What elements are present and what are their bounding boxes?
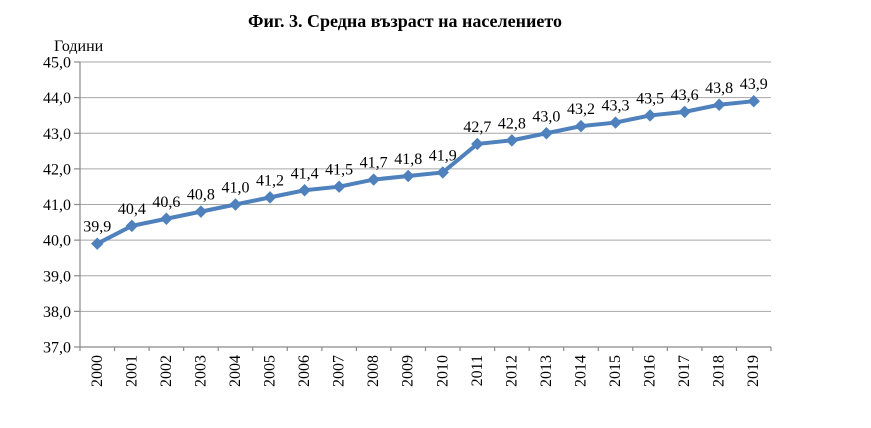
x-tick-label: 2005 [262,355,279,387]
data-point-marker [160,212,173,225]
y-tick-label: 37,0 [43,340,71,357]
x-tick-label: 2003 [192,355,209,387]
data-point-marker [678,105,691,119]
data-point-label: 40,8 [187,187,215,204]
x-tick-label: 2011 [469,355,486,386]
data-point-marker [747,94,760,108]
data-point-label: 42,8 [498,115,526,132]
data-point-marker [194,205,208,218]
data-point-marker [436,166,449,179]
x-tick-label: 2009 [400,355,417,387]
data-point-label: 43,5 [636,90,664,107]
chart-title: Фиг. 3. Средна възраст на населението [248,11,562,31]
x-tick-label: 2019 [745,355,762,387]
x-tick-label: 2014 [572,355,589,387]
data-point-marker [471,137,484,151]
series-line [95,99,756,246]
y-axis-title: Години [54,38,104,55]
data-point-label: 40,6 [152,194,180,211]
data-point-marker [367,173,380,186]
data-point-label: 41,0 [221,180,249,197]
plot-area: 37,0 38,0 39,0 40,0 41,0 42,0 43,0 44,0 45,0 2000… [43,55,772,387]
x-tick-label: 2018 [711,355,728,387]
data-point-marker [402,169,415,183]
x-tick-label: 2001 [123,355,140,387]
data-point-marker [298,184,311,197]
x-tick-label: 2013 [538,355,555,387]
data-point-label: 41,4 [291,165,319,182]
data-point-label: 41,5 [325,162,353,179]
data-point-marker [229,198,242,211]
data-point-marker [505,134,519,147]
data-point-label: 41,9 [429,147,457,164]
data-point-label: 43,6 [671,87,699,104]
data-point-marker [263,191,277,204]
data-point-label: 41,7 [360,155,388,172]
x-tick-label: 2015 [607,355,624,387]
data-point-marker [574,119,588,133]
data-point-label: 41,2 [256,172,284,189]
x-tick-label: 2004 [227,355,244,387]
data-point-label: 43,0 [532,108,560,125]
data-point-marker [540,127,553,140]
x-tick-label: 2017 [676,355,693,387]
x-tick-label: 2000 [89,355,106,387]
data-point-label: 43,9 [740,76,768,93]
x-tick-label: 2007 [331,355,348,387]
data-point-label: 43,3 [602,98,630,115]
x-tick-label: 2002 [158,355,175,387]
data-point-label: 41,8 [394,151,422,168]
y-tick-label: 44,0 [43,90,71,107]
data-point-marker [332,180,346,193]
x-tick-label: 2012 [503,355,520,387]
y-tick-label: 45,0 [43,55,71,72]
y-tick-label: 39,0 [43,268,71,285]
data-point-marker [609,116,622,129]
y-tick-label: 40,0 [43,233,71,250]
y-tick-label: 42,0 [43,161,71,178]
data-point-marker [125,219,139,233]
x-tick-label: 2008 [365,355,382,387]
x-tick-label: 2006 [296,355,313,387]
x-tick-label: 2010 [434,355,451,387]
data-point-marker [712,98,726,111]
data-point-marker [91,237,104,250]
y-tick-label: 43,0 [43,126,71,143]
data-point-marker [643,109,657,122]
y-tick-label: 38,0 [43,304,71,321]
y-tick-label: 41,0 [43,197,71,214]
data-point-label: 43,8 [705,80,733,97]
x-tick-label: 2016 [642,355,659,387]
data-point-label: 42,7 [463,119,491,136]
data-point-label: 39,9 [83,219,111,236]
data-point-label: 43,2 [567,101,595,118]
data-point-label: 40,4 [118,201,146,218]
